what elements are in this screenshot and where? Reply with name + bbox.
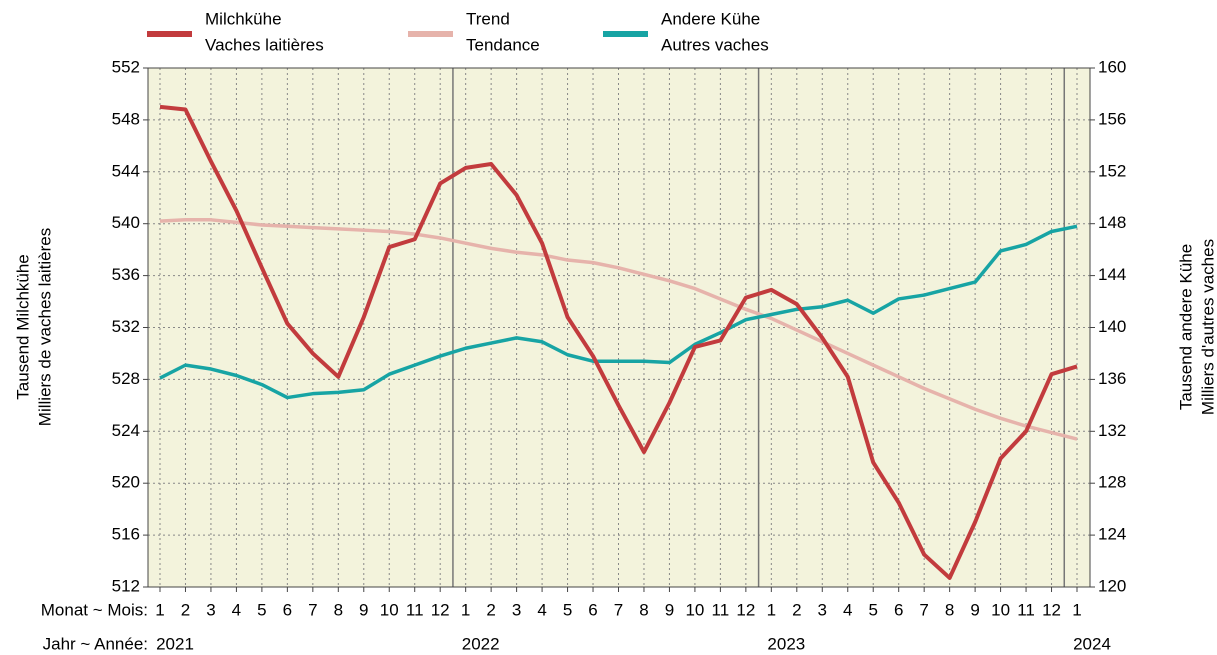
- x-tick-label: 11: [406, 600, 424, 619]
- x-axis-label: Jahr ~ Année:: [43, 634, 148, 653]
- y-tick-label: 532: [112, 317, 140, 336]
- series-line: [159, 104, 1078, 580]
- y-tick-label: 552: [112, 57, 140, 76]
- y-tick-label: 540: [112, 213, 140, 232]
- x-tick-label: 5: [868, 600, 877, 619]
- x-tick-label: 12: [431, 600, 450, 619]
- x-tick-label: 9: [970, 600, 979, 619]
- y2-tick-label: 120: [1098, 576, 1126, 595]
- y2-axis-label: Tausend andere Kühe: [1176, 244, 1195, 410]
- x-tick-label: 2: [486, 600, 495, 619]
- x-tick-label: 1: [767, 600, 776, 619]
- x-tick-label: 1: [155, 600, 164, 619]
- x-tick-label: 7: [614, 600, 623, 619]
- y2-tick-label: 156: [1098, 109, 1126, 128]
- y2-tick-label: 152: [1098, 161, 1126, 180]
- y-axis-label: Milliers de vaches laitières: [35, 228, 54, 426]
- legend-label: Andere Kühe: [661, 9, 760, 28]
- x-tick-label: 9: [665, 600, 674, 619]
- year-label: 2024: [1073, 634, 1111, 653]
- x-tick-label: 3: [512, 600, 521, 619]
- x-tick-label: 1: [1072, 600, 1081, 619]
- x-tick-label: 4: [537, 600, 546, 619]
- x-tick-label: 7: [308, 600, 317, 619]
- year-label: 2023: [767, 634, 805, 653]
- y-tick-label: 524: [112, 421, 140, 440]
- year-label: 2021: [156, 634, 194, 653]
- x-tick-label: 6: [588, 600, 597, 619]
- x-tick-label: 11: [712, 600, 730, 619]
- x-tick-label: 12: [736, 600, 755, 619]
- x-tick-label: 10: [991, 600, 1010, 619]
- x-tick-label: 8: [639, 600, 648, 619]
- y2-tick-label: 148: [1098, 213, 1126, 232]
- y2-tick-label: 136: [1098, 369, 1126, 388]
- x-tick-label: 7: [919, 600, 928, 619]
- x-tick-label: 12: [1042, 600, 1061, 619]
- y-tick-label: 512: [112, 576, 140, 595]
- y2-axis-label: Milliers d'autres vaches: [1198, 239, 1217, 415]
- x-tick-label: 5: [257, 600, 266, 619]
- y-tick-label: 520: [112, 473, 140, 492]
- legend-label: Milchkühe: [205, 9, 282, 28]
- x-tick-label: 10: [685, 600, 704, 619]
- x-tick-label: 2: [792, 600, 801, 619]
- series-line: [159, 224, 1078, 400]
- y2-tick-label: 128: [1098, 473, 1126, 492]
- y2-tick-label: 132: [1098, 421, 1126, 440]
- year-label: 2022: [462, 634, 500, 653]
- legend-label: Trend: [466, 9, 510, 28]
- x-tick-label: 2: [181, 600, 190, 619]
- x-tick-label: 8: [945, 600, 954, 619]
- y-tick-label: 516: [112, 525, 140, 544]
- x-tick-label: 8: [334, 600, 343, 619]
- y2-tick-label: 124: [1098, 525, 1126, 544]
- x-axis-label: Monat ~ Mois:: [41, 600, 148, 619]
- y2-tick-label: 144: [1098, 265, 1126, 284]
- y-axis-label: Tausend Milchkühe: [13, 254, 32, 400]
- legend-label: Tendance: [466, 35, 540, 54]
- x-tick-label: 6: [894, 600, 903, 619]
- x-tick-label: 4: [232, 600, 241, 619]
- y2-tick-label: 160: [1098, 57, 1126, 76]
- x-tick-label: 4: [843, 600, 852, 619]
- series-line: [159, 218, 1078, 441]
- plot-frame: [147, 67, 1091, 588]
- y-tick-label: 536: [112, 265, 140, 284]
- y-tick-label: 548: [112, 109, 140, 128]
- x-tick-label: 3: [206, 600, 215, 619]
- x-tick-label: 1: [461, 600, 470, 619]
- x-tick-label: 9: [359, 600, 368, 619]
- x-tick-label: 6: [283, 600, 292, 619]
- x-tick-label: 11: [1017, 600, 1035, 619]
- legend-label: Autres vaches: [661, 35, 769, 54]
- x-tick-label: 5: [563, 600, 572, 619]
- y-tick-label: 544: [112, 161, 140, 180]
- y-tick-label: 528: [112, 369, 140, 388]
- y2-tick-label: 140: [1098, 317, 1126, 336]
- legend-label: Vaches laitières: [205, 35, 324, 54]
- x-tick-label: 10: [380, 600, 399, 619]
- x-tick-label: 3: [818, 600, 827, 619]
